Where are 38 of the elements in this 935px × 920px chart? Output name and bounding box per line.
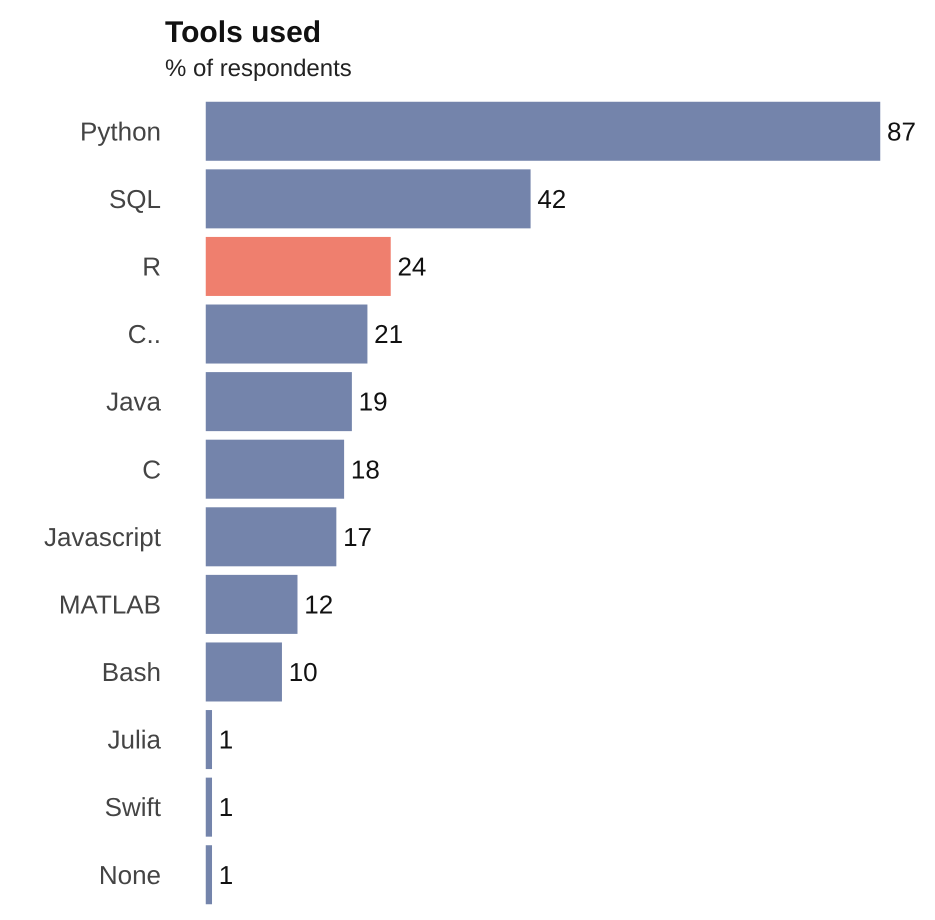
bar: [204, 438, 346, 500]
bar: [204, 640, 284, 703]
data-label: 21: [374, 319, 404, 350]
y-tick-label: Javascript: [44, 522, 162, 552]
chart-title: Tools used: [165, 16, 322, 49]
bar: [204, 776, 214, 838]
data-label: 24: [397, 252, 426, 282]
data-label: 1: [218, 792, 234, 822]
bar: [204, 506, 338, 568]
data-label: 1: [218, 860, 234, 890]
data-label: 17: [343, 522, 372, 552]
data-label: 12: [304, 589, 334, 620]
data-label: 10: [288, 657, 318, 688]
data-label: 87: [887, 116, 916, 146]
data-label: 19: [358, 386, 388, 417]
data-label: 42: [537, 184, 566, 214]
y-tick-label: SQL: [108, 184, 161, 214]
y-tick-label: Java: [106, 386, 162, 417]
bar: [204, 235, 392, 298]
data-label: 18: [350, 454, 380, 484]
y-tick-label: Bash: [102, 657, 161, 688]
bar: [204, 844, 214, 905]
bar: [204, 303, 369, 366]
y-tick-label: None: [98, 860, 161, 890]
data-label: 1: [218, 724, 234, 755]
bar: [204, 100, 882, 162]
y-tick-label: Julia: [108, 724, 162, 755]
y-tick-label: C: [142, 454, 161, 484]
bar: [204, 708, 214, 771]
bar: [204, 168, 532, 230]
y-tick-label: R: [142, 252, 161, 282]
bar: [204, 370, 354, 433]
y-tick-label: Python: [80, 116, 161, 146]
bar: [204, 573, 299, 636]
y-tick-label: MATLAB: [58, 589, 161, 620]
y-tick-label: Swift: [104, 792, 162, 822]
y-tick-label: C..: [128, 319, 161, 350]
chart-subtitle: % of respondents: [165, 55, 352, 82]
